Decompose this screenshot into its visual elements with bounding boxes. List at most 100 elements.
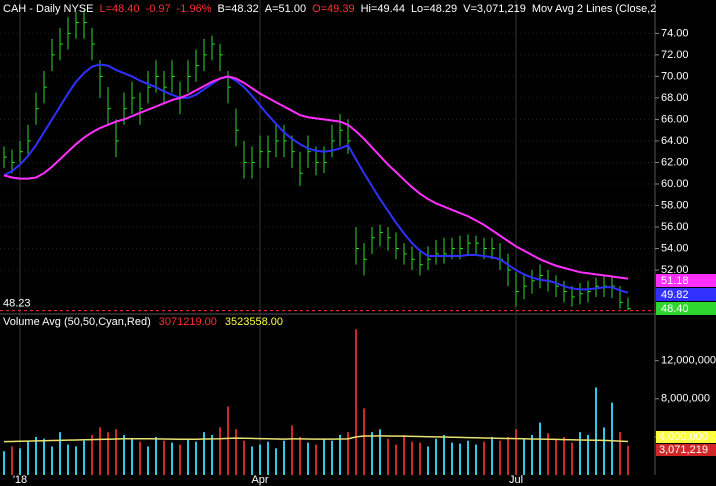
- header-item: -1.96%: [177, 3, 212, 15]
- volume-bar: [123, 435, 125, 475]
- volume-badge-label: 4,000,000: [659, 431, 708, 443]
- volume-bar: [483, 441, 485, 475]
- volume-bar: [299, 436, 301, 475]
- volume-bar: [283, 440, 285, 475]
- volume-bar: [227, 406, 229, 475]
- header-item: CAH - Daily NYSE: [3, 3, 93, 15]
- volume-bar: [171, 442, 173, 475]
- price-badge: [656, 274, 716, 287]
- volume-bar: [147, 446, 149, 475]
- volume-bar: [563, 436, 565, 475]
- x-tick-label: '18: [13, 474, 27, 486]
- header-item: O=49.39: [312, 3, 355, 15]
- y-tick-label: 68.00: [661, 92, 689, 104]
- volume-bar: [139, 441, 141, 475]
- volume-bar: [19, 448, 21, 475]
- volume-bar: [347, 432, 349, 475]
- volume-bar: [267, 441, 269, 475]
- header-item: A=51.00: [265, 3, 306, 15]
- volume-bar: [211, 435, 213, 475]
- price-badge: [656, 302, 716, 315]
- volume-bar: [243, 440, 245, 475]
- y-tick-label: 54.00: [661, 242, 689, 254]
- volume-bar: [459, 443, 461, 475]
- volume-bar: [515, 429, 517, 475]
- x-tick-label: Apr: [251, 474, 268, 486]
- volume-bar: [35, 436, 37, 475]
- volume-bar: [427, 446, 429, 475]
- y-tick-label: 58.00: [661, 199, 689, 211]
- volume-bar: [99, 427, 101, 475]
- volume-bar: [411, 441, 413, 475]
- volume-bar: [523, 438, 525, 475]
- volume-bar: [555, 438, 557, 475]
- volume-bar: [107, 432, 109, 475]
- volume-bar: [627, 445, 629, 475]
- header-item: Hi=49.44: [361, 3, 405, 15]
- price-badge-label: 49.82: [661, 289, 689, 301]
- volume-title-text: Volume Avg (50,50,Cyan,Red): [3, 316, 151, 328]
- volume-bar: [115, 429, 117, 475]
- volume-bar: [67, 444, 69, 475]
- volume-bar: [499, 440, 501, 475]
- volume-bar: [579, 432, 581, 475]
- volume-bar: [387, 438, 389, 475]
- volume-bar: [91, 435, 93, 475]
- volume-bar: [507, 436, 509, 475]
- y-tick-label: 56.00: [661, 221, 689, 233]
- volume-bar: [371, 432, 373, 475]
- header-item: V=3,071,219: [463, 3, 526, 15]
- volume-badge: [656, 444, 716, 456]
- volume-bar: [435, 438, 437, 475]
- header-item: B=48.32: [217, 3, 258, 15]
- volume-bar: [539, 422, 541, 475]
- volume-bar: [43, 438, 45, 475]
- y-tick-label: 52.00: [661, 264, 689, 276]
- volume-bar: [339, 435, 341, 475]
- volume-bar: [611, 402, 613, 475]
- moving-average-line: [3, 63, 629, 294]
- volume-bar: [75, 446, 77, 475]
- x-tick-label: Jul: [509, 474, 523, 486]
- y-tick-label: 74.00: [661, 27, 689, 39]
- volume-bar: [379, 429, 381, 475]
- header-item: -0.97: [146, 3, 171, 15]
- y-tick-label: 72.00: [661, 49, 689, 61]
- volume-bar: [3, 451, 5, 475]
- volume-bar: [307, 442, 309, 475]
- volume-bar: [155, 436, 157, 475]
- volume-title-value: 3523558.00: [225, 316, 283, 328]
- volume-title: Volume Avg (50,50,Cyan,Red) 3071219.00 352…: [3, 316, 283, 328]
- y-tick-label: 66.00: [661, 113, 689, 125]
- volume-bar: [59, 432, 61, 475]
- volume-bar: [131, 437, 133, 475]
- volume-bar: [587, 435, 589, 475]
- y-tick-label: 70.00: [661, 70, 689, 82]
- header-item: Lo=48.29: [411, 3, 457, 15]
- volume-bar: [235, 429, 237, 475]
- y-tick-label: 62.00: [661, 156, 689, 168]
- reference-label: 48.23: [3, 298, 31, 310]
- volume-bar: [619, 432, 621, 475]
- volume-bar: [291, 425, 293, 475]
- volume-bar: [595, 387, 597, 475]
- volume-bar: [203, 432, 205, 475]
- header: CAH - Daily NYSE L=48.40 -0.97 -1.96% B=48.3…: [3, 3, 656, 15]
- volume-bar: [603, 427, 605, 475]
- volume-bar: [363, 408, 365, 475]
- volume-bar: [491, 436, 493, 475]
- volume-bar: [83, 440, 85, 475]
- volume-average-line: [3, 435, 629, 443]
- volume-bar: [275, 448, 277, 475]
- volume-bar: [355, 329, 357, 475]
- volume-bar: [251, 446, 253, 475]
- volume-bar: [179, 444, 181, 475]
- y-tick-label: 64.00: [661, 135, 689, 147]
- volume-bar: [219, 427, 221, 475]
- volume-bar: [419, 442, 421, 475]
- volume-bar: [451, 442, 453, 475]
- volume-bar: [323, 438, 325, 475]
- header-item: Mov Avg 2 Lines (Close,2: [532, 3, 657, 15]
